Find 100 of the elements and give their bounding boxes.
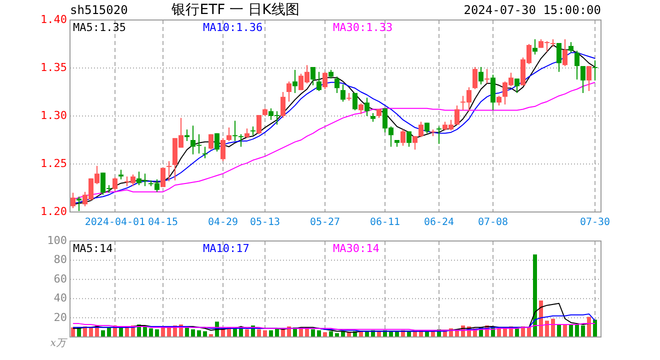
x-tick-label: 04-15 (148, 217, 178, 228)
y-tick-label: 100 (47, 234, 67, 248)
x-tick-label: 05-13 (250, 217, 280, 228)
bar (545, 320, 549, 337)
candlestick (496, 95, 502, 106)
candlestick (310, 66, 316, 86)
candlestick (76, 196, 82, 212)
candlestick (556, 42, 562, 72)
bar (311, 329, 315, 337)
x-tick-label: 07-08 (478, 217, 508, 228)
candlestick (256, 114, 262, 135)
bar (593, 320, 597, 337)
text: MA30:14 (333, 242, 380, 255)
candlestick (532, 38, 538, 56)
candlestick (484, 68, 490, 84)
candlestick (574, 50, 580, 80)
bar (155, 329, 159, 337)
candlestick (70, 192, 76, 209)
y-tick-label: 1.20 (40, 205, 67, 218)
bar (329, 331, 333, 337)
bar (143, 326, 147, 337)
candlestick (340, 84, 346, 102)
candlestick (514, 78, 520, 94)
bar (203, 331, 207, 337)
x-tick-label: 2024-04-01 (84, 217, 146, 228)
candlestick (112, 176, 118, 192)
candlestick (580, 66, 586, 94)
candlestick (202, 146, 208, 159)
y-tick-label: 40 (54, 292, 67, 305)
candlestick (238, 134, 244, 148)
candlestick (562, 38, 568, 67)
y-axis-title: x万 (50, 338, 68, 349)
candlestick (244, 128, 250, 139)
candlestick (118, 169, 124, 180)
bar (149, 328, 153, 337)
candlestick (208, 134, 214, 150)
bar (191, 329, 195, 337)
bar (533, 254, 537, 337)
y-tick-label: 1.40 (40, 13, 67, 26)
candlestick (364, 97, 370, 116)
y-tick-label: 20 (54, 310, 67, 324)
y-tick-label: 1.25 (40, 157, 67, 170)
candlestick (568, 42, 574, 54)
text: MA5:1.35 (73, 21, 126, 34)
text: MA5:14 (73, 242, 114, 255)
bar (563, 324, 567, 337)
candlestick (586, 66, 592, 92)
x-tick-label: 06-11 (370, 217, 400, 228)
candlestick (334, 76, 340, 94)
candlestick (418, 121, 424, 138)
candlestick (358, 103, 364, 115)
y-tick-label: 1.35 (40, 61, 67, 74)
x-tick-label: 05-27 (310, 217, 340, 228)
bar (569, 324, 573, 337)
candlestick (352, 92, 358, 111)
candlestick (478, 66, 484, 85)
bar (539, 300, 543, 337)
candlestick (166, 160, 172, 182)
candlestick (424, 122, 430, 134)
bar (323, 332, 327, 337)
candlestick (412, 136, 418, 150)
text: sh515020 (70, 3, 128, 17)
candlestick (220, 138, 226, 162)
candlestick (454, 104, 460, 126)
candlestick (550, 38, 556, 48)
bar (527, 327, 531, 337)
candlestick (406, 130, 412, 148)
candlestick (184, 128, 190, 142)
bar (335, 333, 339, 337)
candlestick (472, 66, 478, 90)
bar (587, 316, 591, 337)
candlestick (436, 126, 442, 144)
bar (551, 318, 555, 337)
bar (257, 329, 261, 337)
bar (557, 324, 561, 337)
candlestick (316, 71, 322, 92)
candlestick (286, 80, 292, 102)
x-tick-label: 06-24 (424, 217, 454, 228)
bar (575, 324, 579, 337)
candlestick (232, 120, 238, 142)
candlestick (592, 60, 598, 81)
x-tick-label: 07-30 (580, 217, 610, 228)
text: MA30:1.33 (333, 21, 393, 34)
text: 2024-07-30 15:00:00 (464, 3, 601, 17)
y-tick-label: 80 (54, 253, 67, 266)
text: MA10:17 (203, 242, 250, 255)
bar (581, 325, 585, 337)
line-series (72, 323, 596, 331)
candlestick (322, 71, 328, 90)
y-tick-label: 1.30 (40, 109, 67, 122)
y-tick-label: 60 (54, 272, 67, 286)
bar (245, 329, 249, 337)
candlestick (280, 92, 286, 118)
candlestick (214, 132, 220, 152)
x-tick-label: 04-29 (208, 217, 238, 228)
text: MA10:1.36 (203, 21, 263, 34)
candlestick (226, 127, 232, 142)
chart-title: 银行ETF 一 日K线图 (170, 2, 300, 18)
candlestick (400, 128, 406, 146)
candlestick (292, 69, 298, 94)
